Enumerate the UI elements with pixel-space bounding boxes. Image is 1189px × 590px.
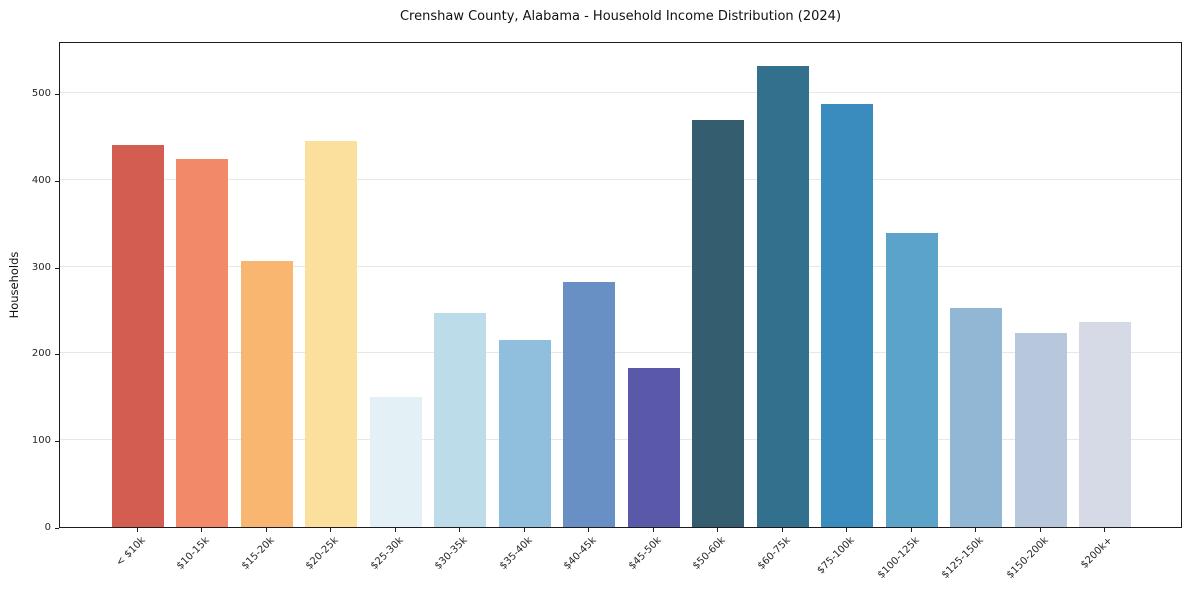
x-tick-mark-12: [846, 528, 848, 532]
bar-20-25k: [305, 140, 358, 527]
y-tick-label-100: 100: [31, 435, 51, 447]
bar-100-125k: [885, 232, 938, 527]
bar-150-200k: [1014, 333, 1067, 527]
y-tick-mark-300: [55, 267, 59, 269]
bar-40-45k: [563, 282, 616, 527]
bar-10k: [111, 145, 164, 527]
x-tick-mark-6: [459, 528, 461, 532]
bar-25-30k: [369, 396, 422, 527]
bar-15-20k: [240, 261, 293, 527]
gridline-300: [60, 265, 1181, 267]
bar-60-75k: [756, 66, 809, 527]
x-tick-mark-1: [136, 528, 138, 532]
x-tick-mark-2: [201, 528, 203, 532]
x-tick-mark-15: [1039, 528, 1041, 532]
gridline-200: [60, 352, 1181, 354]
bar-45-50k: [627, 368, 680, 527]
gridline-400: [60, 178, 1181, 180]
y-tick-mark-100: [55, 441, 59, 443]
x-tick-mark-9: [652, 528, 654, 532]
x-tick-mark-11: [781, 528, 783, 532]
chart-title: Crenshaw County, Alabama - Household Inc…: [399, 9, 842, 24]
gridline-100: [60, 439, 1181, 441]
bar-10-15k: [176, 159, 229, 527]
bar-75-100k: [821, 104, 874, 527]
gridline-500: [60, 92, 1181, 94]
bar-50-60k: [692, 119, 745, 527]
y-tick-label-0: 0: [44, 522, 51, 533]
x-tick-mark-7: [523, 528, 525, 532]
x-tick-mark-10: [717, 528, 719, 532]
y-tick-label-200: 200: [31, 348, 51, 360]
x-tick-mark-8: [588, 528, 590, 532]
y-tick-label-500: 500: [31, 88, 51, 100]
bar-35-40k: [498, 340, 551, 527]
y-tick-label-300: 300: [31, 261, 51, 273]
plot-area: [59, 42, 1182, 528]
x-tick-mark-4: [330, 528, 332, 532]
y-tick-mark-200: [55, 354, 59, 356]
x-tick-label-10k: < $10k: [113, 535, 148, 569]
bar-30-35k: [434, 312, 487, 527]
bar-200k: [1079, 322, 1132, 527]
x-tick-mark-16: [1104, 528, 1106, 532]
y-tick-mark-500: [55, 94, 59, 96]
x-tick-mark-14: [975, 528, 977, 532]
x-tick-mark-3: [265, 528, 267, 532]
y-tick-label-400: 400: [31, 174, 51, 186]
y-tick-mark-400: [55, 180, 59, 182]
x-tick-mark-5: [394, 528, 396, 532]
bar-125-150k: [950, 308, 1003, 527]
x-tick-mark-13: [910, 528, 912, 532]
y-tick-mark-0: [55, 528, 59, 529]
